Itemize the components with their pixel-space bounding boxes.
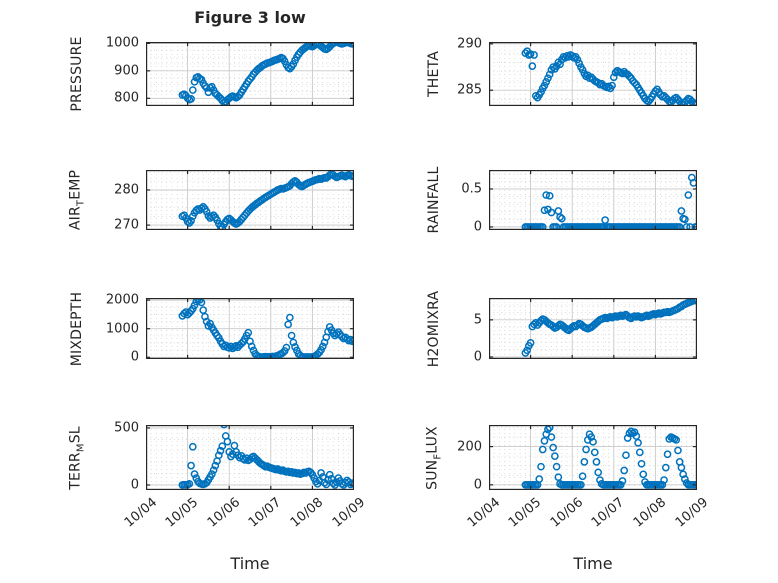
ytick-label-pressure: 800 [114,90,139,106]
xtick-label-right: 10/08 [630,495,670,531]
ytick-label-sun-flux: 0 [473,477,482,493]
ytick-label-rainfall: 0.5 [461,181,482,197]
y-axis-label-text: PRESSURE [69,36,85,112]
subplot-sun-flux [489,425,697,490]
data-markers [521,47,697,106]
axes-frame [489,170,697,230]
axes-frame [489,298,697,359]
xtick-label-right: 10/04 [464,495,503,531]
xlabel-time-right: Time [573,554,613,573]
ytick-label-mixdepth: 1000 [105,321,139,337]
xtick-label-left: 10/07 [246,495,285,531]
major-grid [489,170,697,230]
xtick-label-left: 10/09 [329,495,368,531]
xtick-label-left: 10/06 [204,495,243,531]
xtick-label-left: 10/08 [287,495,327,531]
y-axis-label-air-temp: AIRTEMP [68,170,87,230]
minor-grid [489,170,697,230]
subplot-terr-msl [146,425,354,490]
y-axis-label-subscript: M [75,442,87,452]
ytick-label-theta: 290 [457,36,482,52]
subplot-mixdepth [146,298,354,359]
y-axis-label-text: MIXDEPTH [69,291,85,366]
ytick-label-terr-msl: 0 [130,477,139,493]
data-markers [521,298,697,357]
axes-frame [489,42,697,106]
data-markers [178,42,354,106]
subplot-theta [489,42,697,106]
y-axis-label-theta: THETA [426,51,442,97]
axes-frame [146,170,354,230]
figure-title: Figure 3 low [194,8,306,27]
y-axis-label-text: H2OMIXRA [426,290,442,367]
data-markers [178,298,354,359]
axes-frame [146,298,354,359]
ytick-label-air-temp: 280 [114,182,139,198]
xtick-label-left: 10/05 [162,495,202,531]
data-markers [178,425,354,489]
axes-frame [489,425,697,490]
y-axis-label-text: TERR [67,451,84,490]
y-axis-label-pressure: PRESSURE [69,36,85,111]
xtick-label-right: 10/05 [505,495,545,531]
axes-frame [146,42,354,106]
subplot-air-temp [146,170,354,230]
subplot-rainfall [489,170,697,230]
subplot-pressure [146,42,354,106]
xtick-label-right: 10/09 [672,495,711,531]
y-axis-label-text: SUN [424,459,441,490]
ytick-label-sun-flux: 200 [457,439,482,455]
ytick-label-pressure: 1000 [105,35,139,51]
y-axis-label-subscript: F [432,453,444,460]
y-axis-label-terr-msl: TERRMSL [68,426,87,490]
xtick-label-right: 10/07 [589,495,628,531]
y-axis-label-text: AIR [67,206,84,231]
subplot-h2omixra [489,298,697,359]
ytick-label-h2omixra: 5 [473,312,482,328]
ytick-label-air-temp: 270 [114,217,139,233]
y-axis-label-mixdepth: MIXDEPTH [69,291,85,366]
data-markers [178,170,354,230]
y-axis-label-sun-flux: SUNFLUX [425,426,444,490]
data-markers [521,173,697,230]
y-axis-label-text: RAINFALL [426,166,442,234]
y-axis-label-text: LUX [424,425,441,454]
ytick-label-mixdepth: 2000 [105,292,139,308]
ytick-label-mixdepth: 0 [130,349,139,365]
ytick-label-terr-msl: 500 [114,420,139,436]
y-axis-label-text: THETA [426,51,442,97]
axes-frame [146,425,354,490]
ytick-label-pressure: 900 [114,63,139,79]
ytick-label-theta: 285 [457,82,482,98]
data-markers [521,425,697,489]
xlabel-time-left: Time [230,554,270,573]
y-axis-label-subscript: T [75,199,87,207]
ytick-label-h2omixra: 0 [473,349,482,365]
xtick-label-right: 10/06 [547,495,586,531]
ytick-label-rainfall: 0 [473,219,482,235]
y-axis-label-h2omixra: H2OMIXRA [426,290,442,367]
xtick-label-left: 10/04 [121,495,160,531]
y-axis-label-text: SL [67,425,84,443]
y-axis-label-rainfall: RAINFALL [426,167,442,234]
y-axis-label-text: EMP [67,169,84,200]
